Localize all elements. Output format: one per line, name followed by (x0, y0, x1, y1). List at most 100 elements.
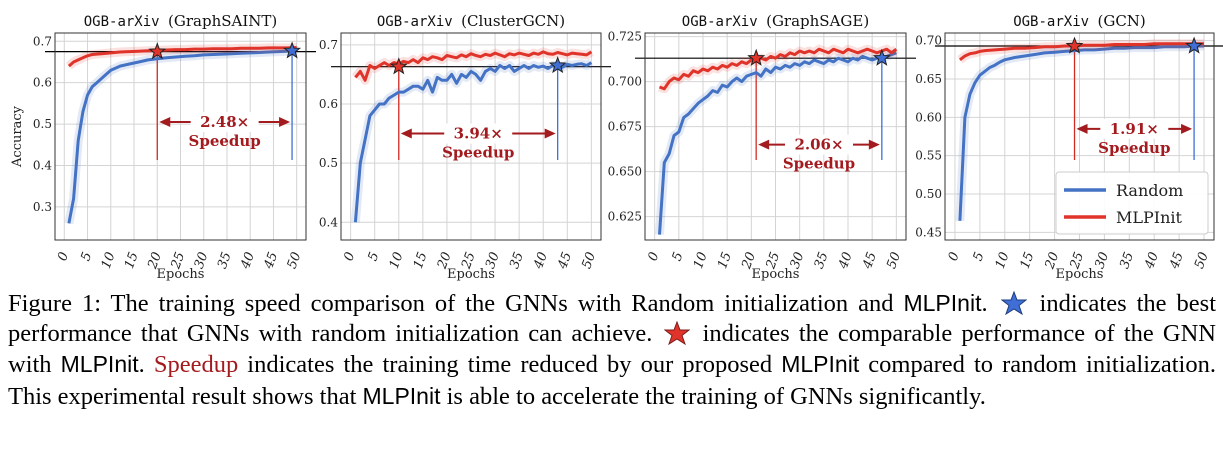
speedup-arrow-right-head (868, 139, 880, 150)
x-tick-label: 40 (836, 250, 856, 272)
series-line-random (958, 44, 1204, 221)
chart-panel-2: 0 5 10 15 20 25 30 35 40 45 50 0.4 0.5 0.6 0.7 Epochs OG… (319, 12, 611, 282)
x-tick-label: 30 (192, 250, 212, 271)
x-tick-label: 5 (971, 250, 988, 263)
speedup-value: 2.06× (794, 136, 843, 154)
blue-star-marker (283, 41, 302, 59)
speedup-label: Speedup (442, 144, 514, 162)
x-tick-label: 5 (78, 250, 95, 263)
caption-text-1: The training speed comparison of the GNN… (101, 290, 904, 317)
red-star-marker (1065, 36, 1084, 54)
x-tick-label: 10 (691, 250, 711, 271)
x-tick-label: 30 (788, 250, 808, 271)
speedup-label-bg (1100, 118, 1169, 139)
y-tick-label: 0.4 (33, 158, 52, 172)
y-tick-label: 0.7 (319, 38, 338, 52)
red-star-marker (148, 42, 167, 60)
x-tick-label: 10 (99, 250, 119, 271)
chart-title: OGB-arXiv (ClusterGCN) (377, 12, 565, 30)
x-tick-label: 15 (1018, 250, 1038, 271)
x-tick-label: 45 (860, 250, 880, 272)
caption-text-5: . (138, 351, 154, 379)
y-tick-label: 0.60 (915, 110, 942, 124)
blue-star-marker (548, 56, 567, 74)
chart-title: OGB-arXiv (GraphSAGE) (682, 12, 869, 30)
x-tick-label: 35 (812, 250, 832, 271)
caption-text-6: indicates the training time reduced by o… (238, 351, 782, 379)
speedup-value: 3.94× (454, 125, 503, 143)
speedup-term: Speedup (153, 351, 239, 379)
x-tick-label: 20 (435, 250, 455, 272)
axes-frame (54, 32, 307, 241)
figure-caption: Figure 1: The training speed comparison … (8, 288, 1216, 412)
chart-panel-4: 0 5 10 15 20 25 30 35 40 45 50 0.45 0.50 0.55 0.60 0.65… (915, 12, 1223, 282)
series-line-random (658, 51, 897, 235)
figure-label: Figure 1: (8, 290, 102, 317)
y-tick-label: 0.5 (33, 117, 52, 131)
title-dataset: OGB-arXiv (1013, 14, 1097, 30)
y-tick-label: 0.625 (608, 210, 642, 224)
x-tick-label: 35 (215, 250, 235, 271)
x-tick-label: 40 (531, 250, 551, 272)
x-tick-label: 5 (670, 250, 687, 263)
x-tick-label: 30 (483, 250, 503, 271)
axes-frame (340, 32, 602, 241)
x-tick-label: 50 (285, 250, 305, 271)
x-tick-label: 25 (763, 250, 783, 272)
x-tick-label: 20 (145, 250, 165, 272)
x-tick-label: 35 (1117, 250, 1137, 271)
axes-frame (644, 32, 907, 241)
charts-svg: 0 5 10 15 20 25 30 35 40 45 500.30.40.50.60.7Epoch… (10, 12, 1223, 282)
blue-star-marker (872, 48, 891, 66)
x-tick-label: 20 (1042, 250, 1062, 272)
y-tick-label: 0.65 (915, 72, 942, 86)
x-tick-label: 10 (993, 250, 1013, 271)
y-tick-label: 0.3 (33, 200, 52, 214)
y-tick-label: 0.50 (915, 187, 942, 201)
speedup-label: Speedup (189, 132, 261, 150)
red-star-marker (747, 48, 766, 66)
speedup-label: Speedup (783, 155, 855, 173)
title-dataset: OGB-arXiv (682, 14, 766, 30)
x-axis-label: Epochs (447, 267, 495, 282)
blue-star-marker (1185, 36, 1204, 54)
y-tick-label: 0.6 (33, 76, 52, 90)
blue-star-icon (1000, 291, 1027, 315)
title-model: (ClusterGCN) (461, 12, 565, 30)
x-tick-label: 30 (1092, 250, 1112, 271)
x-axis-label: Epochs (752, 267, 800, 282)
x-tick-label: 0 (946, 250, 963, 263)
x-tick-label: 50 (1192, 250, 1212, 271)
legend-label: MLPInit (1116, 208, 1183, 227)
speedup-arrow-left-head (159, 117, 171, 128)
title-model: (GraphSAINT) (168, 12, 277, 30)
legend-label: Random (1116, 181, 1183, 200)
x-axis-label: Epochs (1056, 267, 1104, 282)
x-tick-label: 25 (459, 250, 479, 272)
speedup-label-bg (785, 134, 853, 155)
chart-title: OGB-arXiv (GCN) (1013, 12, 1146, 30)
y-tick-label: 0.700 (608, 75, 642, 89)
series-line-mlpinit (67, 46, 297, 68)
x-tick-label: 10 (387, 250, 407, 271)
y-tick-label: 0.675 (608, 120, 642, 134)
charts-area: 0 5 10 15 20 25 30 35 40 45 50 0.3 0.4 0.5 0.6 0.7 Epoch… (10, 12, 1223, 282)
mlpinit-term: MLPInit (60, 351, 139, 378)
chart-panel-3: 0 5 10 15 20 25 30 35 40 45 50 0.625 0.650 0.675 0.700… (608, 12, 916, 282)
x-axis-label: Epochs (157, 267, 205, 282)
x-tick-label: 5 (366, 250, 383, 263)
speedup-arrow-left-head (400, 128, 412, 139)
title-dataset: OGB-arXiv (84, 14, 168, 30)
x-tick-label: 45 (1167, 250, 1187, 272)
x-tick-label: 50 (579, 250, 599, 271)
speedup-arrow-right-head (1181, 123, 1193, 134)
x-tick-label: 45 (261, 250, 281, 272)
x-tick-label: 20 (739, 250, 759, 272)
title-dataset: OGB-arXiv (377, 14, 461, 30)
speedup-label-bg (190, 112, 259, 133)
y-tick-label: 0.4 (319, 215, 338, 229)
speedup-arrow-right-head (279, 117, 291, 128)
x-tick-label: 15 (122, 250, 142, 271)
x-tick-label: 40 (238, 250, 258, 272)
x-tick-label: 0 (341, 250, 358, 263)
